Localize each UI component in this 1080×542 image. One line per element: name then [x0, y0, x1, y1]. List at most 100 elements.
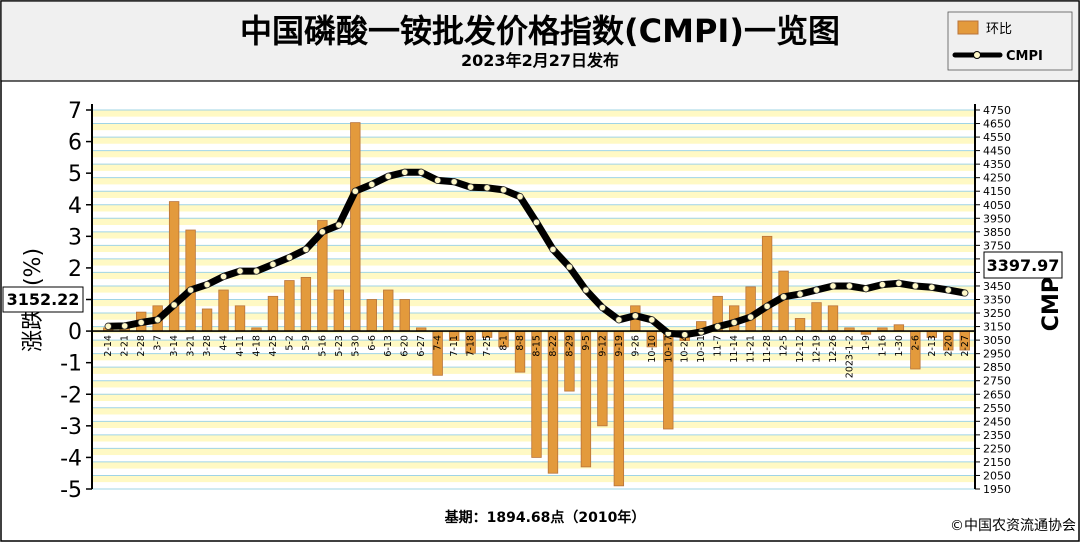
plot-band [92, 258, 975, 266]
cmpi-point-4-18 [252, 267, 261, 275]
x-tick-label: 3-21 [186, 335, 197, 357]
x-tick-label: 2-20 [943, 335, 954, 357]
cmpi-point-12-19 [812, 286, 821, 294]
cmpi-point-10-31 [697, 328, 705, 336]
x-tick-label: 4-25 [268, 335, 279, 357]
plot-band [92, 184, 975, 192]
y2-tick-label: 2350 [983, 429, 1011, 442]
bar-12-26 [827, 305, 839, 332]
cmpi-point-11-7 [714, 322, 722, 331]
page-subtitle: 2023年2月27日发布 [461, 51, 619, 70]
cmpi-point-9-12 [598, 304, 606, 312]
x-tick-label: 5-9 [301, 335, 312, 351]
plot-band [92, 265, 975, 273]
cmpi-point-9-26 [631, 312, 639, 320]
plot-band [92, 225, 975, 232]
x-tick-label: 12-12 [795, 335, 806, 363]
bar-5-23 [333, 289, 345, 332]
cmpi-point-2-28 [137, 318, 145, 327]
x-tick-label: 10-31 [696, 335, 707, 363]
cmpi-point-2-27 [961, 289, 969, 297]
cmpi-point-2-6 [911, 282, 919, 290]
cmpi-point-8-29 [565, 263, 574, 271]
bar-series [103, 122, 970, 487]
bar-12-19 [811, 302, 822, 332]
x-tick-label: 8-29 [564, 335, 575, 357]
plot-band [92, 468, 975, 476]
cmpi-point-8-22 [549, 245, 557, 254]
y2-tick-label: 2750 [983, 375, 1011, 388]
plot-band [92, 475, 975, 483]
x-tick-label: 4-18 [251, 335, 262, 357]
x-tick-label: 2-13 [927, 335, 938, 357]
plot-band [92, 191, 975, 198]
cmpi-point-11-14 [730, 318, 738, 327]
x-tick-label: 1-16 [877, 335, 888, 357]
right-value-text: 3397.97 [987, 256, 1060, 275]
y-tick-label: -1 [60, 352, 82, 377]
y2-tick-label: 1950 [983, 483, 1011, 496]
cmpi-point-5-2 [285, 253, 294, 262]
x-tick-label: 8-15 [532, 335, 543, 357]
y2-tick-label: 3950 [983, 212, 1011, 225]
bar-5-9 [300, 276, 312, 332]
plot-band [92, 197, 975, 205]
x-tick-label: 5-30 [350, 335, 361, 357]
x-tick-label: 9-19 [614, 335, 625, 357]
bar-3-21 [185, 229, 196, 332]
x-tick-label: 2-14 [103, 335, 114, 357]
x-axis-labels: 2-14 2-21 2-28 3-7 3-14 3-21 3-28 4-4 4-11 4-18 4-… [103, 335, 971, 378]
bar-11-21 [745, 286, 756, 332]
x-tick-label: 7-18 [466, 335, 477, 357]
x-tick-label: 6-13 [383, 335, 394, 357]
plot-band [92, 285, 975, 293]
y2-tick-label: 3850 [983, 226, 1011, 239]
y-tick-label: -3 [60, 415, 82, 440]
bar-6-6 [366, 299, 377, 332]
bar-3-28 [201, 308, 213, 332]
plot-band [92, 164, 975, 171]
bar-11-28 [761, 235, 773, 332]
cmpi-point-8-8 [516, 193, 524, 201]
y2-tick-label: 3250 [983, 307, 1011, 320]
right-value-callout: 3397.97 [983, 251, 1063, 279]
x-tick-label: 11-28 [762, 335, 773, 363]
bar-4-25 [267, 295, 279, 332]
x-tick-label: 11-7 [713, 335, 724, 357]
left-value-callout: 3152.22 [2, 286, 84, 313]
cmpi-point-2-21 [121, 322, 129, 330]
cmpi-point-2023-1-2 [845, 282, 854, 290]
title-band [0, 0, 1080, 82]
x-tick-label: 6-6 [367, 335, 378, 351]
x-tick-label: 3-14 [169, 335, 180, 357]
x-tick-label: 5-2 [284, 335, 295, 351]
y2-tick-label: 2550 [983, 402, 1011, 415]
bar-5-2 [284, 280, 295, 332]
y2-tick-label: 2950 [983, 348, 1011, 361]
cmpi-point-3-14 [170, 301, 178, 309]
y2-tick-label: 4750 [983, 104, 1011, 117]
cmpi-point-1-30 [895, 279, 903, 287]
cmpi-point-3-21 [186, 286, 195, 294]
x-tick-label: 2-27 [960, 335, 971, 357]
y2-tick-label: 4650 [983, 118, 1011, 131]
y2-tick-label: 3050 [983, 334, 1011, 347]
legend-label-line: CMPI [1006, 49, 1043, 64]
page-title: 中国磷酸一铵批发价格指数(CMPI)一览图 [240, 12, 840, 50]
bar-4-4 [218, 289, 229, 332]
cmpi-point-9-5 [582, 286, 590, 294]
y-tick-label: 7 [68, 99, 82, 124]
plot-band [92, 231, 975, 239]
x-tick-label: 3-28 [202, 335, 213, 357]
y-tick-label: 0 [68, 320, 82, 345]
x-tick-label: 10-17 [663, 335, 674, 363]
x-tick-label: 7-25 [482, 335, 493, 357]
x-tick-label: 1-9 [861, 335, 872, 351]
y2-tick-label: 3150 [983, 321, 1011, 334]
plot-band [92, 482, 975, 489]
cmpi-point-7-11 [450, 178, 458, 186]
y-axis-title-right: CMPI [1039, 269, 1064, 331]
copyright: ©中国农资流通协会 [950, 518, 1076, 534]
cmpi-point-7-18 [467, 183, 475, 191]
